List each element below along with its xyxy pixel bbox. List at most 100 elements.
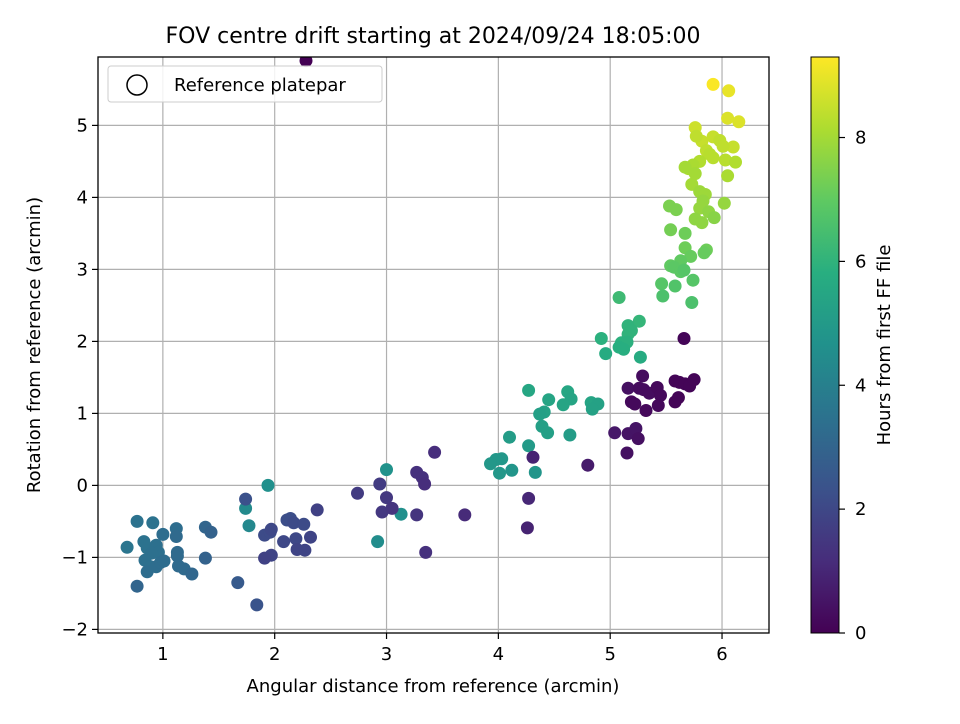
data-point xyxy=(380,463,393,477)
data-point xyxy=(410,508,424,522)
data-point xyxy=(677,332,691,345)
data-point xyxy=(678,226,692,240)
x-tick-label: 4 xyxy=(493,644,504,665)
data-point xyxy=(563,428,577,442)
y-tick-label: −1 xyxy=(61,547,88,568)
data-point xyxy=(385,501,399,515)
chart-title: FOV centre drift starting at 2024/09/24 … xyxy=(166,24,701,49)
data-point xyxy=(688,167,702,181)
data-point xyxy=(156,527,170,541)
data-point xyxy=(428,445,442,459)
data-point xyxy=(664,223,678,237)
data-point xyxy=(458,508,472,522)
data-point xyxy=(722,84,736,98)
data-point xyxy=(239,501,253,515)
colorbar-tick-label: 4 xyxy=(855,375,866,396)
data-point xyxy=(522,439,536,453)
data-point xyxy=(687,373,701,387)
data-point xyxy=(636,369,650,383)
data-point xyxy=(371,535,385,549)
data-point xyxy=(526,450,540,464)
data-point xyxy=(669,203,683,217)
plot-frame xyxy=(97,56,770,634)
data-point xyxy=(522,491,536,505)
data-point xyxy=(717,196,731,210)
data-point xyxy=(310,503,324,517)
y-tick-label: 5 xyxy=(77,115,88,136)
data-point xyxy=(581,458,595,472)
colorbar-ticks: 0 2 4 6 8 xyxy=(839,128,866,644)
y-tick-label: 3 xyxy=(77,259,88,280)
data-point xyxy=(629,422,643,435)
data-point xyxy=(157,554,171,568)
data-point xyxy=(185,567,199,581)
data-point xyxy=(146,516,160,530)
data-point xyxy=(732,115,746,129)
colorbar: 0 2 4 6 8 Hours from first FF file xyxy=(810,56,895,644)
data-point xyxy=(631,432,645,446)
data-point xyxy=(351,486,364,500)
y-tick-label: 0 xyxy=(77,475,88,496)
data-point xyxy=(250,598,264,612)
colorbar-tick-label: 0 xyxy=(855,623,866,644)
y-tick-label: 4 xyxy=(77,187,88,208)
data-point xyxy=(297,517,311,531)
data-point xyxy=(542,393,556,407)
data-point xyxy=(706,77,720,91)
data-point xyxy=(656,289,670,303)
grid xyxy=(98,57,769,633)
data-point xyxy=(533,407,547,421)
data-point xyxy=(304,530,317,544)
data-point xyxy=(493,466,506,480)
data-point xyxy=(258,551,272,565)
data-point xyxy=(639,404,653,417)
colorbar-gradient xyxy=(810,56,840,634)
data-point xyxy=(729,155,742,169)
x-tick-label: 3 xyxy=(381,644,392,665)
data-point xyxy=(686,273,700,287)
x-axis-ticks: 1 2 3 4 5 6 xyxy=(157,633,728,665)
colorbar-tick-label: 8 xyxy=(855,128,866,149)
colorbar-tick-label: 6 xyxy=(855,251,866,272)
data-point xyxy=(668,279,682,293)
data-point xyxy=(585,402,599,416)
y-tick-label: 2 xyxy=(77,331,88,352)
data-point xyxy=(120,540,134,554)
data-point xyxy=(419,545,433,559)
data-point xyxy=(621,381,635,395)
y-axis-ticks: −2 −1 0 1 2 3 4 5 xyxy=(61,115,98,640)
data-point xyxy=(721,169,735,183)
x-tick-label: 2 xyxy=(269,644,280,665)
data-point xyxy=(721,111,735,125)
data-point xyxy=(198,551,212,565)
data-point xyxy=(520,521,534,535)
data-point xyxy=(505,463,519,477)
legend-entry-reference-platepar: Reference platepar xyxy=(174,75,346,96)
data-point xyxy=(299,57,313,68)
data-point xyxy=(594,332,608,345)
data-point xyxy=(170,549,184,563)
data-point xyxy=(685,296,699,309)
data-point xyxy=(689,129,703,143)
data-point xyxy=(418,477,432,491)
x-tick-label: 6 xyxy=(716,644,727,665)
data-point xyxy=(617,342,631,356)
legend: Reference platepar xyxy=(107,65,383,103)
data-point xyxy=(231,576,245,590)
data-point xyxy=(608,426,622,440)
x-tick-label: 1 xyxy=(157,644,168,665)
data-points xyxy=(120,57,746,612)
data-point xyxy=(654,388,667,402)
data-point xyxy=(651,399,665,412)
data-point xyxy=(695,216,709,230)
data-point xyxy=(239,492,253,506)
data-point xyxy=(289,532,303,546)
legend-box xyxy=(107,65,383,103)
data-point xyxy=(277,535,291,549)
legend-marker-circle xyxy=(126,74,148,96)
data-point xyxy=(528,465,542,479)
colorbar-label: Hours from first FF file xyxy=(874,245,895,446)
data-point xyxy=(264,522,278,536)
